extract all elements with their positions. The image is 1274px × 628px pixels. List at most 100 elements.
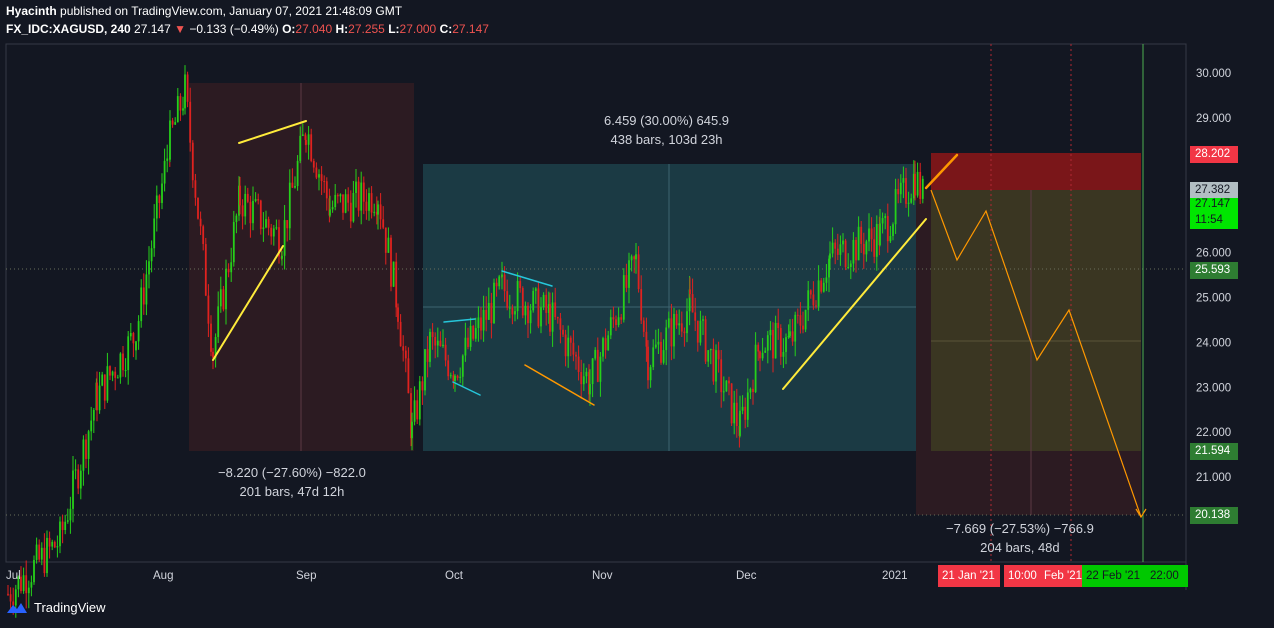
candle-body [27,587,30,594]
candle-body [339,194,342,197]
candle-body [857,226,860,261]
tradingview-logo[interactable]: TradingView [6,600,106,615]
range-future-bars: 204 bars, 48d [980,540,1060,555]
candle-body [704,319,707,362]
candle-body [842,240,844,245]
candle-body [25,575,28,594]
pattern-oct-lower [452,381,481,396]
candle-body [615,319,617,326]
candle-body [547,304,550,313]
candle-body [532,290,535,311]
candle-body [281,255,283,259]
candle-body [106,366,109,401]
candle-body [267,219,270,228]
candle-body [296,160,299,187]
candle-body [831,242,834,254]
candle-body [564,334,567,357]
candle-body [612,317,615,320]
candle-body [270,227,273,237]
candle-body [889,236,892,242]
candle-body [829,253,831,259]
candle-body [407,358,410,394]
candle-body [879,223,881,246]
candle-body [399,321,402,347]
y-tick-label: 25.000 [1196,293,1231,305]
candle-body [469,325,472,347]
candle-body [916,171,919,196]
low-label: L: [388,22,400,36]
candle-body [79,470,82,489]
candle-body [673,313,675,347]
candle-body [310,134,313,161]
close-label: C: [439,22,453,36]
candle-body [301,134,304,136]
candle-body [712,348,715,382]
candle-body [527,305,529,324]
candle-body [239,185,241,206]
candle-body [559,318,562,330]
candle-body [807,290,810,310]
candle-body [305,139,307,145]
candle-body [594,349,597,359]
y-tick-label: 24.000 [1196,337,1231,349]
candle-body [464,337,467,356]
projected-arrowhead [1135,508,1147,519]
candle-body [40,547,43,560]
last-price: 27.147 [134,22,171,36]
candle-body [329,209,331,216]
high-label: H: [335,22,349,36]
candle-body [647,346,649,381]
candle-body [257,199,260,201]
range-label-teal: 6.459 (30.00%) 645.9 438 bars, 103d 23h [604,111,729,149]
candle-body [411,421,413,439]
candle-body [899,182,902,195]
candle-body [275,227,278,229]
candle-body [207,295,210,324]
symbol-label[interactable]: FX_IDC:XAGUSD, 240 [6,22,131,36]
candle-body [442,344,444,347]
candle-body [707,350,710,362]
candle-body [862,243,865,255]
candle-body [870,228,873,240]
candle-body [709,348,712,351]
candle-body [402,346,405,351]
candle-body [506,291,509,308]
trendline-uptrend [782,218,927,390]
candle-body [820,280,823,292]
candle-body [392,261,395,287]
candle-body [232,222,235,263]
candle-body [368,193,370,211]
candle-body [670,318,673,347]
candle-body [169,120,171,160]
candle-body [514,311,516,315]
candle-body [235,215,238,223]
candle-body [828,258,830,278]
change-arrow-icon: ▼ [174,22,186,36]
candle-body [844,240,847,268]
candle-body [720,359,723,393]
candle-body [508,307,511,309]
candle-body [921,178,924,199]
candle-body [179,96,182,111]
candle-body [688,289,691,312]
candle-body [434,336,437,346]
candle-body [352,193,355,222]
candle-body [662,350,665,363]
candle-body [860,226,863,244]
candle-body [373,211,376,213]
author-name[interactable]: Hyacinth [6,4,57,18]
candle-body [387,237,390,253]
candle-body [304,134,307,140]
candle-body [752,388,754,392]
candle-body [328,198,331,216]
x-tick-oct: Oct [445,570,463,582]
candle-body [426,349,429,362]
candle-body [480,317,482,331]
candle-body [135,341,137,351]
candle-body [511,307,514,315]
candle-body [283,220,286,256]
candle-body [87,431,90,459]
pattern-oct-upper [443,318,476,323]
candle-body [254,199,257,201]
